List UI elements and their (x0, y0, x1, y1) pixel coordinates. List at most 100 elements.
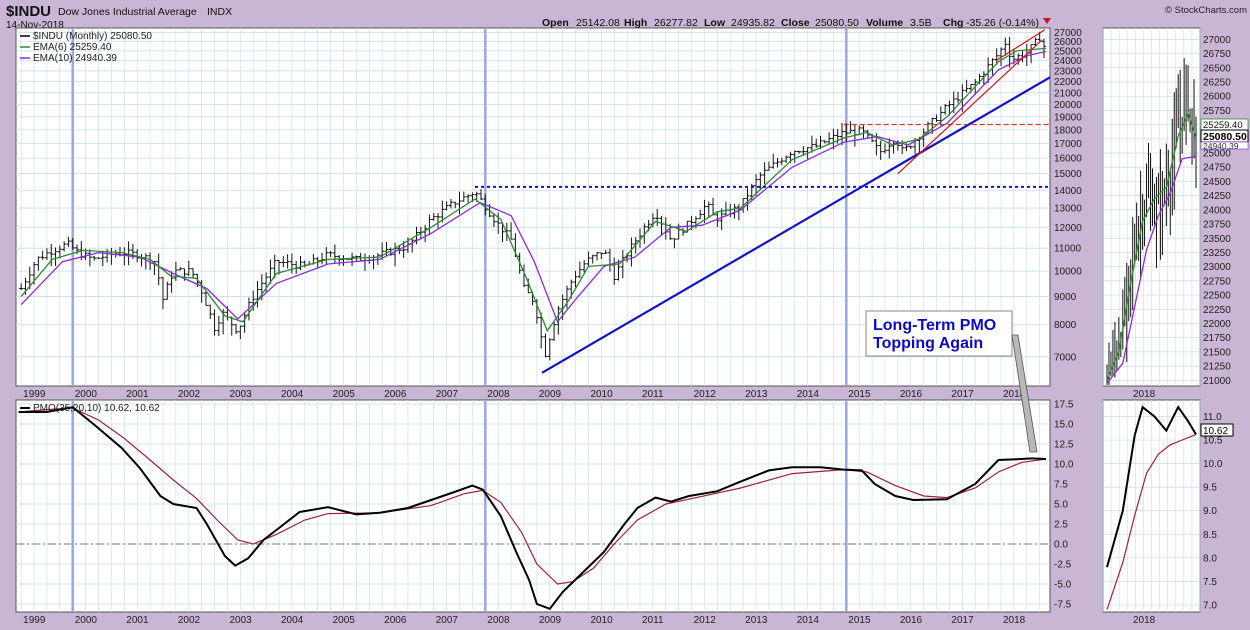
x-tick-label: 2003 (229, 389, 252, 400)
trendline (897, 39, 1043, 175)
y-tick-label: 23250 (1203, 248, 1231, 259)
x-tick-label: 2016 (900, 615, 923, 626)
y-tick-label: 24500 (1203, 177, 1231, 188)
ema10-line (20, 50, 1047, 324)
y-tick-label: 22000 (1203, 319, 1231, 330)
x-tick-label: 2000 (75, 615, 98, 626)
y-tick-label: 16000 (1054, 154, 1082, 165)
y-tick-label: 20000 (1054, 100, 1082, 111)
ema6-flag-text: 25259.40 (1203, 120, 1243, 131)
y-tick-label: 26500 (1203, 63, 1231, 74)
price-grid (16, 28, 1050, 386)
y-tick-label: 22750 (1203, 276, 1231, 287)
y-tick-label: 8.5 (1203, 530, 1217, 541)
annotation-callout: Long-Term PMO Topping Again (865, 310, 1038, 453)
y-tick-label: 21750 (1203, 333, 1231, 344)
x-tick-label: 2015 (848, 615, 871, 626)
detail-ema10-line (1106, 155, 1197, 384)
y-tick-label: 21000 (1203, 376, 1231, 387)
x-tick-label: 2002 (178, 615, 201, 626)
y-tick-label: 0.0 (1054, 540, 1068, 551)
pmo-detail-lines (1106, 405, 1197, 610)
x-tick-label: 2012 (694, 615, 717, 626)
x-tick-label: 2006 (384, 389, 407, 400)
y-tick-label: 15000 (1054, 169, 1082, 180)
x-tick-label: 2018 (1003, 615, 1026, 626)
y-tick-label: 19000 (1054, 112, 1082, 123)
x-tick-label: 2008 (487, 615, 510, 626)
y-tick-label: 23500 (1203, 234, 1231, 245)
side-flags: 25259.40 25080.50 24940.39 10.62 (1200, 118, 1249, 437)
pmo-signal-line (18, 407, 1046, 585)
x-tick-label: 2008 (487, 389, 510, 400)
ema10-flag (1200, 141, 1249, 150)
chart-name: Dow Jones Industrial Average (58, 6, 197, 18)
y-tick-label: 21000 (1054, 88, 1082, 99)
ema6-line (20, 47, 1046, 333)
x-tick-label: 2011 (642, 615, 664, 626)
x-tick-label: 2009 (539, 615, 562, 626)
x-tick-label: 2015 (848, 389, 871, 400)
y-tick-label: 10.0 (1054, 460, 1074, 471)
x-tick-label: 2006 (384, 615, 407, 626)
y-tick-label: 23000 (1203, 262, 1231, 273)
x-tick-label: 2002 (178, 389, 201, 400)
open-value: 25142.08 (576, 17, 620, 29)
pmo-detail-grid (1102, 400, 1201, 612)
y-tick-label: 11.0 (1203, 412, 1222, 423)
price-bars (19, 31, 1046, 361)
legend-ema6: EMA(6) 25259.40 (33, 42, 112, 53)
y-tick-label: 13000 (1054, 204, 1082, 215)
y-tick-label: 24000 (1203, 205, 1231, 216)
y-tick-label: 24000 (1054, 56, 1082, 67)
x-tick-label: 1999 (23, 615, 46, 626)
x-tick-label: 2013 (745, 389, 768, 400)
x-tick-label: 2010 (590, 389, 613, 400)
y-tick-label: 21250 (1203, 362, 1231, 373)
y-tick-label: 22250 (1203, 305, 1231, 316)
y-tick-label: 10000 (1054, 267, 1082, 278)
y-tick-label: 12.5 (1054, 440, 1074, 451)
detail-ema6-line (1106, 111, 1197, 381)
y-tick-label: 25000 (1203, 149, 1231, 160)
x-tick-label: 2003 (229, 615, 252, 626)
x-tick-label: 2018 (1003, 389, 1026, 400)
legend-price: $INDU (Monthly) 25080.50 (33, 31, 152, 42)
y-tick-label: 22000 (1054, 77, 1082, 88)
x-tick-label: 2013 (745, 615, 768, 626)
x-tick-label: 2017 (951, 615, 974, 626)
annotation-line2: Topping Again (873, 335, 983, 352)
y-tick-label: -5.0 (1054, 580, 1072, 591)
y-tick-label: 21500 (1203, 347, 1231, 358)
x-tick-label: 2007 (436, 615, 459, 626)
x-tick-label: 2012 (694, 389, 717, 400)
pmo-legend: PMO(35,20,10) 10.62, 10.62 (20, 403, 160, 414)
detail-pmo-line (1106, 405, 1197, 568)
y-tick-label: 14000 (1054, 186, 1082, 197)
y-tick-label: 26000 (1054, 37, 1082, 48)
x-tick-label: 2005 (333, 389, 356, 400)
y-tick-label: 12000 (1054, 223, 1082, 234)
y-tick-label: 23750 (1203, 220, 1231, 231)
x-tick-label: 2011 (642, 389, 664, 400)
y-tick-label: 26750 (1203, 49, 1231, 60)
price-lines (20, 29, 1051, 374)
x-tick-label: 2005 (333, 615, 356, 626)
y-tick-label: 9000 (1054, 292, 1077, 303)
low-value: 24935.82 (731, 17, 775, 29)
x-tick-label: 2016 (900, 389, 923, 400)
trendline (541, 76, 1051, 374)
volume-label: Volume (866, 17, 903, 29)
x-tick-label: 2007 (436, 389, 459, 400)
pmo-panel (15, 399, 1051, 613)
y-tick-label: 2.5 (1054, 520, 1068, 531)
open-label: Open (542, 17, 569, 29)
trendline (995, 29, 1046, 62)
close-label: Close (781, 17, 810, 29)
y-tick-label: 25000 (1054, 46, 1082, 57)
y-tick-label: 25750 (1203, 106, 1231, 117)
y-tick-label: 15.0 (1054, 420, 1074, 431)
chg-label: Chg (943, 17, 963, 29)
low-label: Low (704, 17, 726, 29)
annotation-box (865, 310, 1013, 357)
